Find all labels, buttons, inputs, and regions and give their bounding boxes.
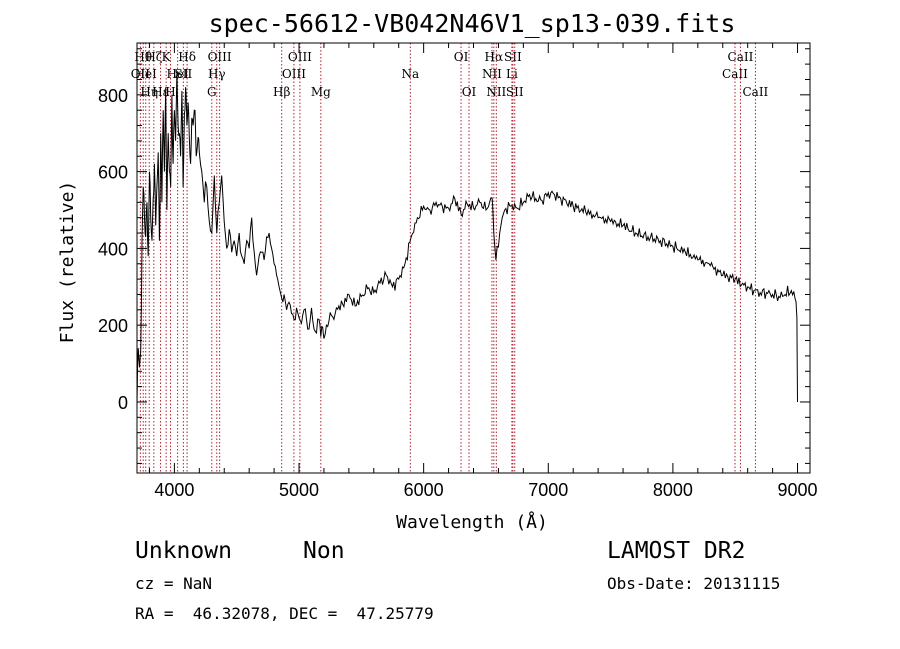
spectral-line-label: K [162, 50, 172, 64]
spectral-line-label: Hε [152, 85, 169, 99]
spectral-line-label: Hθ [134, 50, 152, 64]
x-tick-label: 6000 [404, 480, 444, 500]
plot-frame [136, 42, 811, 474]
spectral-line-label: Hα [485, 50, 504, 64]
spectral-line-label: Li [506, 67, 518, 81]
y-axis-label: Flux (relative) [57, 181, 78, 344]
spectral-line-label: OIII [282, 67, 306, 81]
spectral-line-label: CaII [728, 50, 754, 64]
axes: 4000 5000 6000 7000 8000 9000 0 200 400 600 800 [98, 42, 818, 500]
survey-name: LAMOST DR2 [607, 538, 746, 564]
spectral-line-label: Hγ [208, 67, 226, 81]
y-tick-label: 0 [118, 393, 128, 413]
x-tick-label: 5000 [279, 480, 319, 500]
spectral-line-label: Na [401, 67, 419, 81]
object-class: Unknown [135, 538, 232, 564]
data-layer [136, 71, 798, 406]
x-tick-label: 8000 [653, 480, 693, 500]
y-tick-label: 800 [98, 86, 128, 106]
spectral-line-label: H [165, 85, 175, 99]
spectral-line-label: OI [454, 50, 469, 64]
spectral-line-label: CaII [722, 67, 748, 81]
spectral-line-label: OIII [208, 50, 232, 64]
ra-dec-coordinates: RA = 46.32078, DEC = 47.25779 [135, 604, 434, 623]
spectrum-line [136, 71, 798, 406]
x-tick-label: 9000 [778, 480, 818, 500]
y-tick-label: 400 [98, 239, 128, 259]
spectral-line-label: HeI [135, 67, 158, 81]
spectral-line-label: SII [175, 67, 193, 81]
spectral-line-label: G [207, 85, 217, 99]
observation-date: Obs-Date: 20131115 [607, 574, 781, 593]
x-tick-label: 4000 [154, 480, 194, 500]
spectral-line-label: NII [486, 85, 506, 99]
y-tick-label: 600 [98, 163, 128, 183]
spectral-line-label: OII [131, 67, 151, 81]
spectral-line-label: SII [504, 50, 522, 64]
spectral-line-label: NII [482, 67, 502, 81]
spectral-line-label: Hβ [273, 85, 290, 99]
object-subclass: Non [303, 538, 345, 564]
chart-title: spec-56612-VB042N46V1_sp13-039.fits [209, 9, 736, 38]
spectral-line-label: OIII [288, 50, 312, 64]
line-annotations: OIIHθHeIHηHζHεKHHeISIIHδGHγOIIIHβOIIIOII… [131, 43, 769, 473]
spectral-line-label: CaII [742, 85, 768, 99]
spectral-line-label: Hδ [178, 50, 196, 64]
spectral-line-label: OI [462, 85, 477, 99]
x-axis-label: Wavelength (Å) [396, 511, 548, 533]
y-tick-label: 200 [98, 316, 128, 336]
spectral-line-label: HeI [166, 67, 189, 81]
spectral-line-label: Mg [311, 85, 331, 99]
spectral-line-label: SII [506, 85, 524, 99]
redshift-cz: cz = NaN [135, 574, 213, 593]
x-tick-label: 7000 [528, 480, 568, 500]
spectral-line-label: Hζ [145, 50, 162, 64]
